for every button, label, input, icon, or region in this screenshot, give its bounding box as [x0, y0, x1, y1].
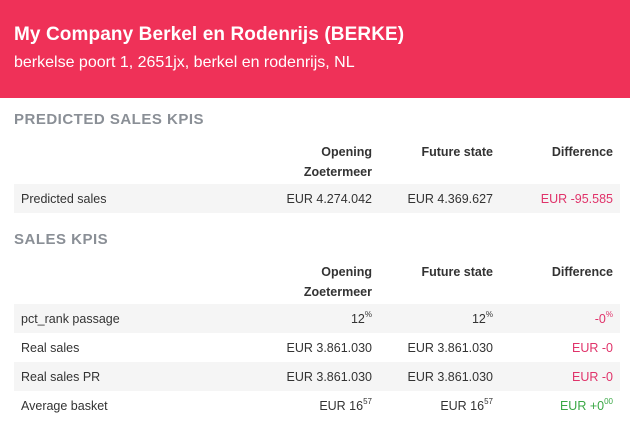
difference-value: EUR -0 [572, 340, 613, 355]
difference-value: EUR +000 [500, 391, 620, 420]
opening-value: EUR 3.861.030 [254, 362, 379, 391]
opening-value: EUR 4.274.042 [254, 184, 379, 213]
column-header-future-state: Future state [421, 265, 493, 279]
table-row: Average basket EUR 1657 EUR 1657 EUR +00… [14, 391, 620, 420]
difference-value: EUR -95.585 [500, 184, 620, 213]
value-main: EUR 16 [319, 398, 364, 413]
label-column-header [14, 262, 254, 304]
difference-value: EUR -0 [500, 362, 620, 391]
value-main: -0 [594, 311, 606, 326]
store-header: My Company Berkel en Rodenrijs (BERKE) b… [0, 0, 630, 98]
opening-value: EUR 1657 [254, 391, 379, 420]
column-header-future-state: Future state [421, 145, 493, 159]
kpi-label: Real sales PR [14, 362, 254, 391]
column-header-difference: Difference [551, 265, 613, 279]
table-row: Real sales PR EUR 3.861.030 EUR 3.861.03… [14, 362, 620, 391]
table-header-row: Opening Zoetermeer Future state Differenc… [14, 262, 620, 304]
table-row: pct_rank passage 12% 12% -0% [14, 304, 620, 333]
column-header-line: Zoetermeer [303, 285, 372, 299]
opening-value: EUR 3.861.030 [286, 340, 372, 355]
sales-kpis-table: Opening Zoetermeer Future state Differenc… [14, 262, 620, 420]
value-main: EUR +0 [559, 398, 605, 413]
difference-value: -0% [500, 304, 620, 333]
kpi-label: Predicted sales [14, 184, 254, 213]
future-value: EUR 4.369.627 [379, 184, 500, 213]
column-header-line: Opening [321, 265, 372, 279]
column-header-opening: Opening Zoetermeer [254, 262, 379, 304]
column-header-line: Zoetermeer [303, 165, 372, 179]
column-header-line: Opening [321, 145, 372, 159]
value-decimals: 00 [604, 396, 613, 406]
predicted-sales-table: Opening Zoetermeer Future state Differenc… [14, 142, 620, 213]
column-header-difference: Difference [551, 145, 613, 159]
value-decimals: 57 [484, 396, 493, 406]
store-address: berkelse poort 1, 2651jx, berkel en rode… [14, 54, 355, 71]
store-title: My Company Berkel en Rodenrijs (BERKE) [14, 24, 405, 45]
column-header-opening: Opening Zoetermeer [254, 142, 379, 184]
kpi-label: pct_rank passage [14, 304, 254, 333]
predicted-sales-kpis-title: PREDICTED SALES KPIS [14, 111, 205, 128]
value-unit: % [605, 309, 613, 319]
future-value: 12% [379, 304, 500, 333]
future-value: EUR 1657 [379, 391, 500, 420]
table-header-row: Opening Zoetermeer Future state Differenc… [14, 142, 620, 184]
table-row: Real sales EUR 3.861.030 EUR 3.861.030 E… [14, 333, 620, 362]
opening-value: 12% [254, 304, 379, 333]
kpi-label: Average basket [21, 398, 108, 413]
future-value: EUR 3.861.030 [407, 340, 493, 355]
value-unit: % [364, 309, 372, 319]
value-decimals: 57 [363, 396, 372, 406]
value-main: EUR 16 [440, 398, 485, 413]
value-main: 12 [471, 311, 486, 326]
table-row: Predicted sales EUR 4.274.042 EUR 4.369.… [14, 184, 620, 213]
kpi-label: Real sales [21, 340, 80, 355]
value-main: 12 [350, 311, 365, 326]
label-column-header [14, 142, 254, 184]
future-value: EUR 3.861.030 [379, 362, 500, 391]
value-unit: % [485, 309, 493, 319]
sales-kpis-title: SALES KPIS [14, 231, 109, 248]
